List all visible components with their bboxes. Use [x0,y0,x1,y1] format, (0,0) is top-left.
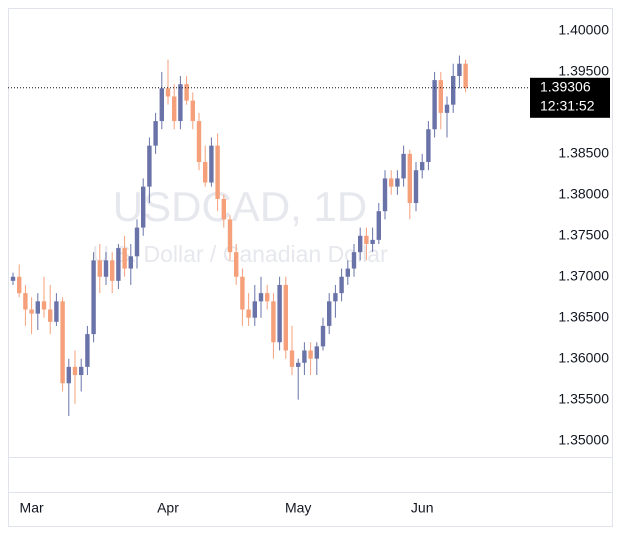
candle-body [153,121,158,146]
candle-body [420,162,425,171]
candle-body [327,301,332,326]
candle-body [29,309,34,314]
y-tick-label: 1.35500 [558,390,609,406]
candle-body [134,227,140,257]
candle-body [10,276,16,281]
last-time-label: 12:31:52 [540,98,595,114]
candle-body [48,309,53,322]
candle-body [97,260,102,277]
chart-frame [8,8,613,527]
candle-body [209,145,214,183]
watermark-description: U.S. Dollar / Canadian Dollar [92,241,388,267]
candle-body [91,260,96,335]
candle-body [103,260,109,277]
candle-body [407,153,412,204]
candle-body [240,276,245,310]
y-tick-label: 1.39500 [558,63,609,79]
candle-body [376,211,381,240]
candle-body [426,129,431,163]
candle-body [60,301,65,384]
candle-body [296,362,301,367]
candle-body [172,96,177,122]
x-tick-label: Mar [20,500,44,516]
candle-body [159,88,164,122]
last-price-box [530,77,610,118]
y-tick-label: 1.38500 [558,145,609,161]
candle-body [178,84,183,122]
y-tick-label: 1.40000 [558,22,609,38]
candle-body [277,284,282,343]
last-price-label: 1.39306 [540,79,591,95]
candle-body [190,100,195,122]
candle-body [203,162,208,183]
candle-body [66,366,71,384]
candle-body [122,248,127,269]
candle-body [395,178,400,187]
y-tick-label: 1.35000 [558,431,609,447]
candle-body [258,293,264,302]
x-tick-label: Jun [411,500,434,516]
candle-body [41,301,47,310]
candle-body [215,145,220,199]
y-tick-label: 1.37000 [558,267,609,283]
candle-body [401,153,406,179]
candle-body [165,88,171,97]
candle-body [271,301,276,343]
candle-body [389,178,394,187]
watermark-symbol: USDCAD, 1D [113,183,367,230]
candle-body [382,178,388,212]
y-tick-label: 1.38000 [558,186,609,202]
candle-body [351,252,357,269]
candle-body [196,121,202,163]
candle-body [283,284,288,351]
candle-body [54,301,59,322]
candle-body [451,76,456,105]
candle-body [252,301,257,318]
candle-body [184,84,189,101]
candle-body [23,293,28,310]
candle-body [234,252,239,277]
candle-body [246,309,251,318]
candle-body [438,80,443,113]
candle-body [413,170,419,204]
candle-body [17,276,22,294]
candle-body [289,350,295,367]
y-tick-label: 1.37500 [558,226,609,242]
candle-body [110,260,115,281]
candle-body [147,145,152,187]
candle-body [128,256,133,269]
candle-body [320,325,326,347]
candle-body [308,350,313,359]
candle-body [141,186,146,228]
candle-body [72,366,78,376]
candle-body [265,293,270,302]
candle-body [463,63,468,88]
candle-body [227,219,233,253]
candle-body [457,63,462,77]
candle-body [333,293,338,302]
candle-body [116,248,121,281]
candle-body [358,235,363,253]
candle-body [79,366,84,376]
x-tick-label: May [285,500,311,516]
candle-body [432,80,437,130]
x-tick-label: Apr [157,500,179,516]
candle-body [221,198,226,220]
candle-body [370,239,375,244]
candle-body [314,346,319,359]
candle-body [85,334,90,367]
y-tick-label: 1.36000 [558,349,609,365]
candle-body [302,350,307,363]
candle-body [444,104,450,113]
y-tick-label: 1.36500 [558,308,609,324]
candle-body [35,301,40,314]
candle-body [339,276,344,294]
candle-body [345,268,350,277]
candle-body [364,235,369,244]
